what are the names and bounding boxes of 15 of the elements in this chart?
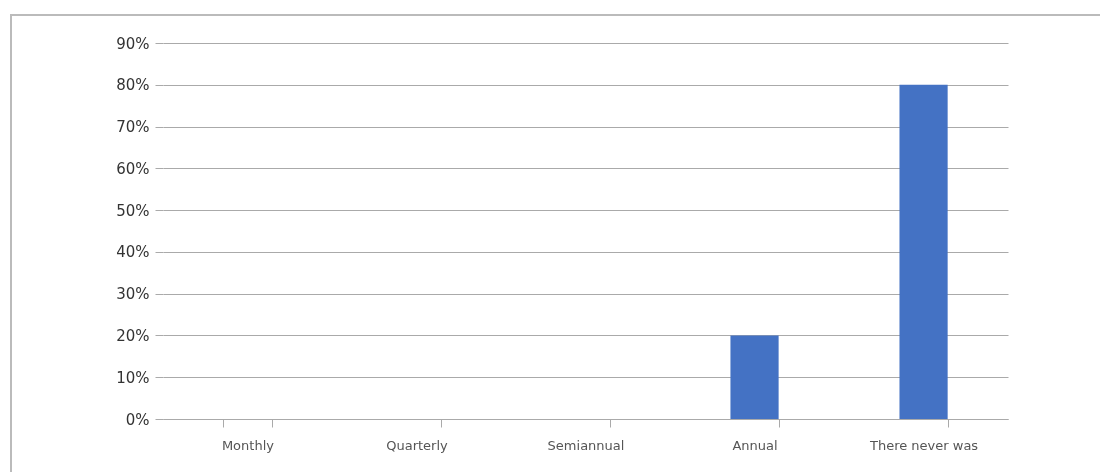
y-tick-label: 70% [116, 118, 150, 137]
x-tick-label: Quarterly [386, 437, 449, 453]
y-tick-label: 0% [125, 410, 150, 429]
y-tick-label: 60% [116, 159, 150, 178]
x-tick-label: Annual [732, 437, 778, 453]
y-tick-label: 40% [116, 243, 150, 262]
y-tick-label: 20% [116, 326, 150, 345]
y-tick-label: 80% [116, 76, 150, 95]
x-tick-label: Monthly [221, 437, 275, 453]
y-tick-label: 50% [116, 201, 150, 220]
y-tick-label: 10% [116, 368, 150, 387]
y-tick-label: 90% [116, 34, 150, 53]
y-tick-label: 30% [116, 285, 150, 304]
x-tick-label: There never was [868, 437, 979, 453]
x-tick-label: Semiannual [547, 437, 625, 453]
